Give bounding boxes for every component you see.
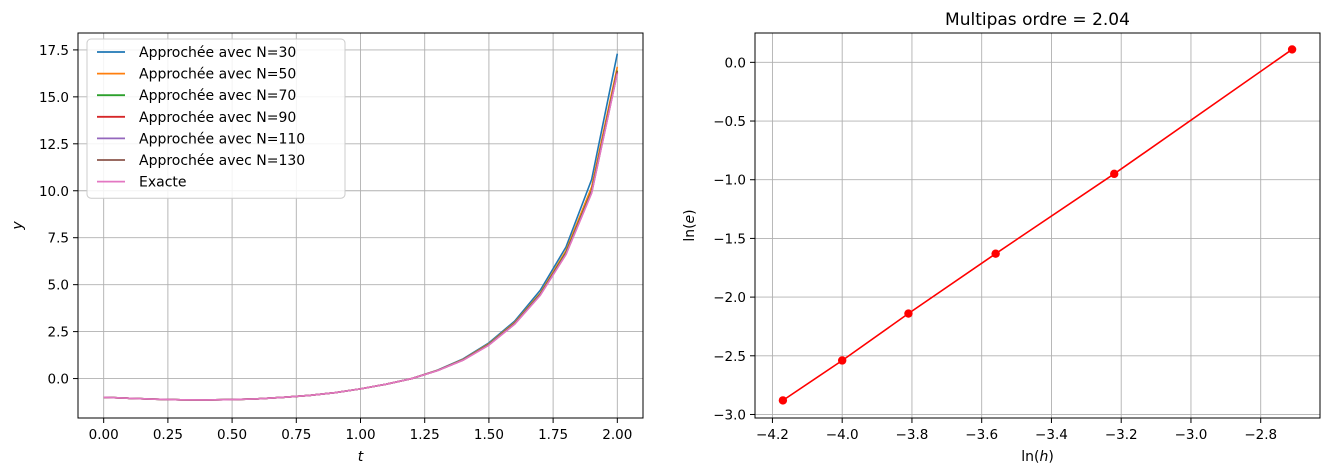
- legend-label: Approchée avec N=50: [139, 67, 296, 83]
- x-tick-label: −4.2: [756, 427, 789, 443]
- legend-label: Approchée avec N=70: [139, 88, 296, 104]
- y-tick-label: 12.5: [39, 137, 69, 153]
- x-tick-label: −3.4: [1035, 427, 1068, 443]
- legend-label: Approchée avec N=90: [139, 110, 296, 126]
- legend-box: [86, 38, 346, 199]
- x-tick-label: 1.00: [345, 427, 375, 443]
- x-tick-label: 1.50: [474, 427, 504, 443]
- plot-area: [103, 53, 619, 401]
- y-tick-label: 0.0: [725, 55, 746, 71]
- data-point: [1110, 169, 1119, 179]
- right-chart: −4.2 −4.0 −3.8 −3.6 −3.4 −3.2 −3.0 −2.8 −3.0 −2.5…: [682, 10, 1321, 465]
- y-tick-label: 5.0: [48, 278, 69, 294]
- legend-label: Approchée avec N=110: [139, 131, 305, 147]
- legend-label: Approchée avec N=130: [139, 153, 305, 169]
- data-point: [837, 356, 847, 365]
- series-line: [103, 73, 619, 401]
- x-tick-label: −4.0: [826, 427, 859, 443]
- y-tick-label: −1.5: [713, 231, 746, 247]
- x-axis-label: t: [358, 449, 364, 465]
- series-line: [782, 48, 1293, 402]
- y-axis-label: y: [10, 221, 26, 231]
- x-tick-label: −3.2: [1105, 427, 1138, 443]
- data-point: [904, 309, 913, 318]
- y-axis-label: ln(e): [682, 209, 698, 241]
- legend-label: Approchée avec N=30: [139, 45, 296, 61]
- y-tick-label: 0.0: [48, 372, 69, 388]
- plot-area: [778, 45, 1297, 405]
- x-tick-label: 0.00: [89, 427, 119, 443]
- x-tick-label: 0.75: [281, 427, 311, 443]
- x-tick-label: 0.50: [217, 427, 247, 443]
- left-chart: 0.00 0.25 0.50 0.75 1.00 1.25 1.50 1.75 2.00 0.0 2…: [10, 32, 644, 465]
- y-tick-label: −0.5: [713, 114, 746, 130]
- y-tick-label: 7.5: [48, 231, 69, 247]
- x-tick-label: −2.8: [1244, 427, 1277, 443]
- x-tick-label: −3.6: [965, 427, 998, 443]
- y-tick-label: −3.0: [713, 407, 746, 423]
- data-point: [1287, 45, 1297, 54]
- data-point: [991, 249, 1000, 258]
- y-tick-label: 15.0: [39, 90, 69, 106]
- x-tick-label: −3.0: [1175, 427, 1208, 443]
- x-axis-label: ln(h): [1021, 449, 1054, 465]
- x-tick-label: 1.25: [410, 427, 440, 443]
- y-tick-label: 2.5: [48, 325, 69, 341]
- x-tick-label: −3.8: [896, 427, 929, 443]
- x-tick-label: 1.75: [538, 427, 568, 443]
- y-tick-label: −2.5: [713, 349, 746, 365]
- y-tick-label: 10.0: [39, 184, 69, 200]
- y-tick-label: −1.0: [713, 173, 746, 189]
- data-point: [778, 396, 788, 405]
- axes-frame: [754, 32, 1321, 419]
- y-tick-label: −2.0: [713, 290, 746, 306]
- axes-frame: [77, 32, 644, 419]
- legend-label: Exacte: [139, 175, 187, 191]
- x-tick-label: 2.00: [602, 427, 632, 443]
- chart-title: Multipas ordre = 2.04: [945, 10, 1130, 30]
- x-tick-label: 0.25: [153, 427, 183, 443]
- y-tick-label: 17.5: [39, 43, 69, 59]
